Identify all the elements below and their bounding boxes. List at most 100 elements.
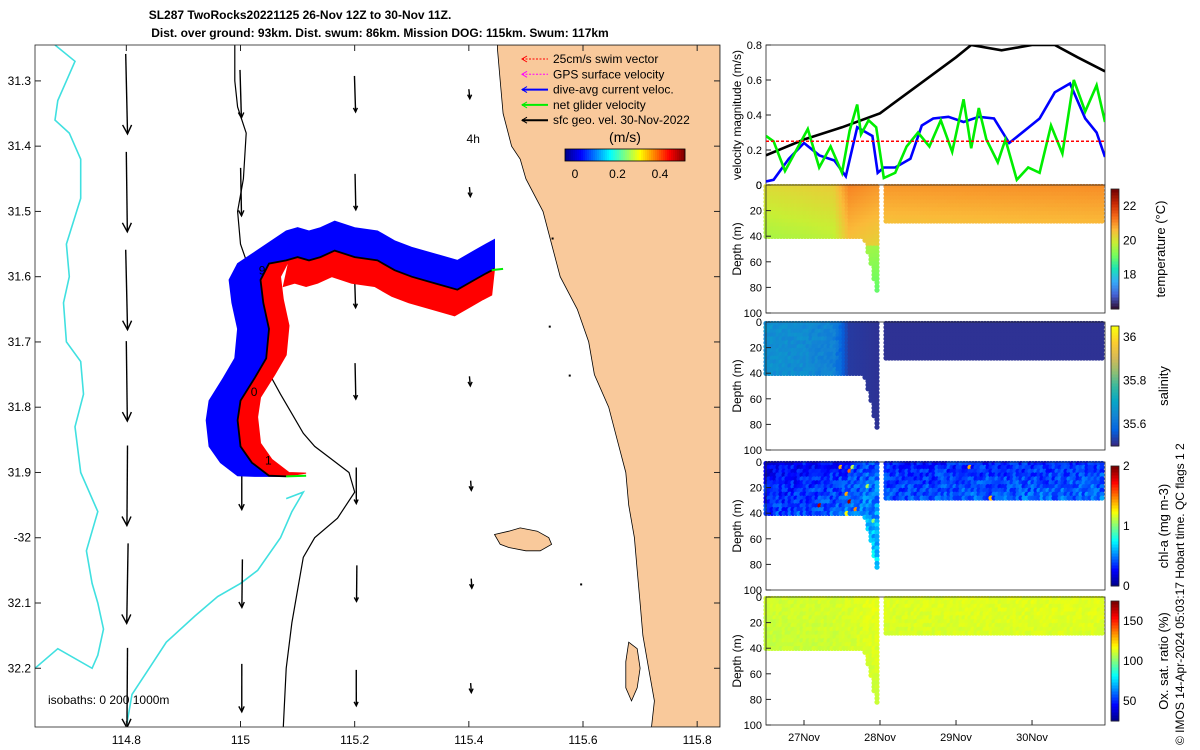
- profile-sample: [874, 332, 880, 338]
- geo-velocity-arrow: [468, 578, 475, 590]
- geo-arrow-head: [468, 485, 474, 492]
- profile-sample: [874, 191, 880, 197]
- speed-colorbar-cell: [589, 149, 592, 161]
- profile-sample: [874, 214, 880, 220]
- profile-sample: [874, 374, 880, 380]
- profile-sample: [874, 390, 880, 396]
- geo-arrow-head: [468, 688, 474, 695]
- profile-sample: [874, 272, 880, 278]
- speed-colorbar-cell: [619, 149, 622, 161]
- colorbar-cell: [1111, 472, 1119, 476]
- profile-sample: [874, 409, 880, 415]
- colorbar-cell: [1111, 353, 1119, 357]
- chart-subtitle: Dist. over ground: 93km. Dist. swum: 86k…: [151, 26, 608, 40]
- geo-arrow-head: [237, 210, 245, 218]
- net-velocity-vector: [491, 267, 504, 272]
- colorbar-cell: [1111, 562, 1119, 566]
- geo-arrow-head: [353, 701, 359, 708]
- profile-sample: [874, 336, 880, 342]
- profile-sample: [874, 370, 880, 377]
- rottnest-island: [493, 527, 553, 552]
- speed-colorbar-cell: [669, 149, 672, 161]
- profile-sample: [874, 699, 880, 705]
- profile-sample: [874, 393, 880, 400]
- colorbar-cell: [1111, 335, 1119, 339]
- speed-colorbar-cell: [665, 149, 668, 161]
- geo-arrow-head: [121, 411, 133, 423]
- colorbar-cell: [1111, 398, 1119, 402]
- speed-colorbar-cell: [671, 149, 674, 161]
- colorbar-cell: [1111, 437, 1119, 441]
- velocity-series-geo: [766, 45, 1105, 157]
- geo-arrow-shaft: [353, 75, 357, 112]
- geo-arrow-shaft: [354, 173, 357, 210]
- profile-sample: [1099, 187, 1105, 193]
- colorbar-cell: [1111, 362, 1119, 366]
- profile-sample: [874, 222, 880, 228]
- speed-colorbar-cell: [677, 149, 680, 161]
- geo-arrow-head: [121, 222, 133, 234]
- profile-sample: [1099, 206, 1105, 213]
- geo-arrow-head: [121, 320, 133, 332]
- speed-colorbar-cell: [679, 149, 682, 161]
- velocity-ytick-label: 0.4: [747, 110, 762, 122]
- geo-arrow-head: [238, 706, 245, 714]
- colorbar-cell: [1111, 276, 1119, 280]
- colorbar-cell: [1111, 368, 1119, 372]
- colorbar-cell: [1111, 410, 1119, 414]
- colorbar-cell: [1111, 338, 1119, 342]
- legend-label: 25cm/s swim vector: [553, 52, 658, 66]
- profile-ytick-label: 80: [750, 559, 762, 571]
- geo-arrow-head: [352, 107, 359, 114]
- colorbar-cell: [1111, 189, 1119, 193]
- map-ytick-label: -32: [14, 531, 32, 545]
- colorbar-cell: [1111, 550, 1119, 554]
- colorbar-cell: [1111, 511, 1119, 515]
- speed-colorbar-cell: [599, 149, 602, 161]
- speed-colorbar-cell: [633, 149, 636, 161]
- colorbar-cell: [1111, 213, 1119, 217]
- colorbar-cell: [1111, 404, 1119, 408]
- legend-arrowhead: [521, 116, 528, 124]
- profile-sample: [874, 416, 880, 423]
- velocity-series: [766, 45, 1105, 183]
- profile-sample: [1099, 214, 1105, 220]
- profile-ytick-label: 60: [750, 534, 762, 546]
- profile-sample: [874, 287, 880, 293]
- isobath-legend: isobaths: 0 200 1000m: [48, 693, 169, 707]
- speed-colorbar-tick: 0.4: [652, 167, 669, 181]
- legend-arrowhead: [521, 70, 528, 78]
- velocity-series-net: [766, 79, 1105, 183]
- profile-sample: [874, 245, 880, 251]
- profile-ytick-label: 20: [750, 343, 762, 355]
- velocity-ytick-label: 0.8: [747, 40, 762, 52]
- speed-colorbar-cell: [581, 149, 584, 161]
- track-label: 0: [251, 385, 258, 399]
- speed-colorbar-frame: [564, 148, 686, 162]
- colorbar-tick-label: 2: [1123, 459, 1130, 473]
- legend-label: dive-avg current veloc.: [553, 83, 674, 97]
- profile-ytick-label: 0: [756, 457, 762, 469]
- speed-colorbar-cell: [649, 149, 652, 161]
- speed-colorbar-cell: [661, 149, 664, 161]
- geo-arrow-head: [352, 303, 359, 310]
- isobath-1000m: [234, 45, 356, 727]
- colorbar-tick-label: 36: [1123, 330, 1137, 344]
- speed-colorbar-cell: [655, 149, 658, 161]
- colorbar-cell: [1111, 493, 1119, 497]
- profile-sample: [874, 283, 880, 289]
- profile-sample: [874, 424, 880, 430]
- profile-sample: [874, 226, 880, 232]
- colorbar-cell: [1111, 204, 1119, 208]
- map-xtick-label: 115: [231, 733, 250, 747]
- speed-colorbar-cell: [591, 149, 594, 161]
- colorbar-cell: [1111, 341, 1119, 345]
- profile-ytick-label: 20: [750, 206, 762, 218]
- colorbar-cell: [1111, 192, 1119, 196]
- colorbar-cell: [1111, 413, 1119, 417]
- colorbar-cell: [1111, 234, 1119, 238]
- colorbar-cell: [1111, 225, 1119, 229]
